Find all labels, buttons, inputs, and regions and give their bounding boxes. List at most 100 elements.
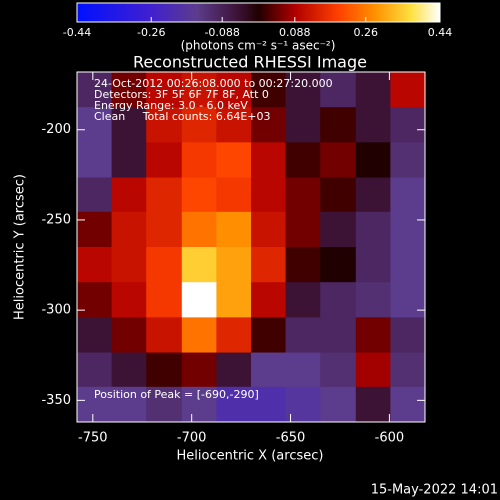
footer-date: 15-May-2022 14:01 [371, 483, 498, 498]
heat-cell [355, 282, 391, 318]
heat-cell [77, 72, 113, 108]
heat-cell [285, 107, 321, 143]
colorbar-tick-label: -0.26 [137, 26, 165, 39]
heat-cell [285, 282, 321, 318]
heat-cell [111, 177, 147, 213]
heat-cell [111, 317, 147, 354]
heat-cell [111, 107, 147, 143]
y-tick-label: -200 [41, 122, 71, 137]
colorbar-label: (photons cm⁻² s⁻¹ asec⁻²) [181, 39, 336, 53]
y-axis-label: Heliocentric Y (arcsec) [13, 174, 28, 320]
heat-cell [320, 317, 357, 354]
colorbar-tick-label: 0.44 [428, 26, 453, 39]
heat-cell [216, 282, 252, 318]
heat-cell [216, 211, 252, 248]
chart-title: Reconstructed RHESSI Image [133, 53, 367, 72]
heat-cell [251, 247, 287, 283]
heat-cell [111, 247, 147, 283]
x-tick-label: -650 [276, 431, 306, 446]
heat-cell [216, 352, 252, 388]
annotation: 24-Oct-2012 00:26:08.000 to 00:27:20.000 [94, 77, 333, 90]
heat-cell [390, 386, 426, 423]
heat-cell [146, 352, 183, 388]
heat-cell [320, 211, 357, 248]
heat-cell [216, 247, 252, 283]
heat-cell [390, 142, 426, 179]
heat-cell [320, 352, 357, 388]
heat-cell [251, 386, 287, 423]
heat-cell [320, 282, 357, 318]
heat-cell [181, 386, 217, 423]
heat-cell [285, 211, 321, 248]
colorbar [76, 2, 441, 23]
peak-label: Position of Peak = [-690,-290] [94, 388, 259, 401]
y-tick-label: -250 [41, 212, 71, 227]
heat-cell [111, 386, 147, 423]
heat-cell [146, 282, 183, 318]
heat-cell [181, 177, 217, 213]
heat-cell [251, 352, 287, 388]
heat-cell [111, 282, 147, 318]
heat-cell [146, 386, 183, 423]
heat-cell [181, 142, 217, 179]
heat-cell [390, 107, 426, 143]
heat-cell [355, 107, 391, 143]
heat-cell [216, 386, 252, 423]
heat-cell [355, 247, 391, 283]
heat-cell [285, 352, 321, 388]
x-tick-label: -750 [78, 431, 108, 446]
colorbar-tick-label: -0.088 [204, 26, 239, 39]
heat-cell [146, 247, 183, 283]
heat-cell [146, 177, 183, 213]
heat-cell [320, 177, 357, 213]
heat-cell [111, 211, 147, 248]
heat-cell [77, 142, 113, 179]
heat-cell [77, 107, 113, 143]
heat-cell [77, 317, 113, 354]
heat-cell [216, 72, 252, 108]
heat-cell [390, 317, 426, 354]
heat-cell [285, 72, 321, 108]
heat-cell [251, 177, 287, 213]
heat-cell [146, 142, 183, 179]
heat-cell [355, 72, 391, 108]
heat-cell [77, 282, 113, 318]
heat-cell [355, 386, 391, 423]
heat-cell [251, 317, 287, 354]
heat-cell [285, 247, 321, 283]
heat-cell [77, 177, 113, 213]
heat-cell [181, 282, 217, 318]
plot-frame [76, 71, 426, 423]
y-tick-label: -350 [41, 393, 71, 408]
heat-cell [77, 247, 113, 283]
heatmap [77, 72, 426, 423]
heat-cell [285, 317, 321, 354]
colorbar-tick-label: 0.26 [354, 26, 379, 39]
heat-cell [111, 72, 147, 108]
colorbar-tick-label: -0.44 [63, 26, 91, 39]
heat-cell [181, 317, 217, 354]
colorbar-tick-label: 0.088 [279, 26, 311, 39]
heat-cell [181, 211, 217, 248]
heat-cell [111, 142, 147, 179]
heat-cell [355, 211, 391, 248]
heat-cell [390, 282, 426, 318]
heat-cell [181, 352, 217, 388]
heat-cell [320, 72, 357, 108]
heat-cell [77, 386, 113, 423]
heat-cell [216, 142, 252, 179]
heat-cell [216, 317, 252, 354]
heat-cell [390, 352, 426, 388]
heat-cell [355, 352, 391, 388]
heat-cell [146, 211, 183, 248]
heat-cell [355, 317, 391, 354]
heat-cell [285, 386, 321, 423]
x-tick-label: -700 [177, 431, 207, 446]
heat-cell [181, 247, 217, 283]
heat-cell [390, 72, 426, 108]
heat-cell [146, 107, 183, 143]
heat-cell [320, 142, 357, 179]
heat-cell [320, 247, 357, 283]
heat-cell [251, 211, 287, 248]
heat-cell [251, 72, 287, 108]
